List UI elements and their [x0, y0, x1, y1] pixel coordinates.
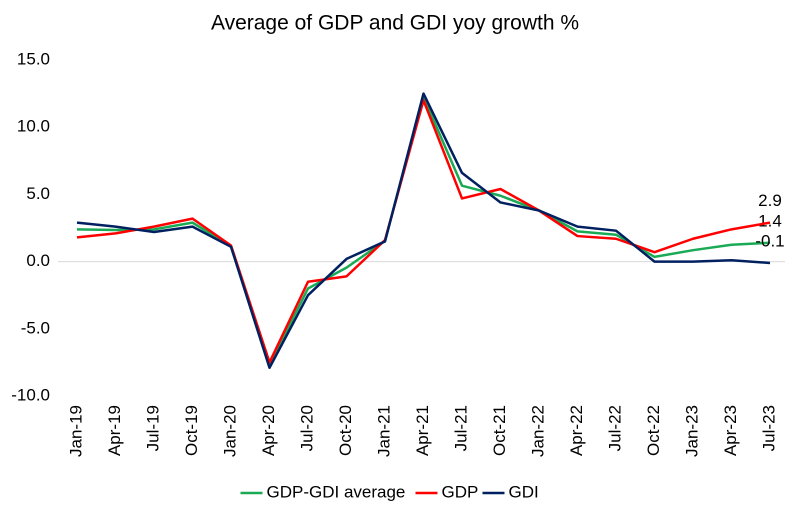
data-label: -0.1: [755, 231, 784, 250]
x-tick-label: Jul-19: [143, 405, 162, 451]
series-line: [76, 92, 771, 370]
y-tick-label: 5.0: [26, 184, 50, 203]
x-tick-label: Apr-20: [259, 405, 278, 456]
x-tick-label: Jul-23: [759, 405, 778, 451]
legend-label: GDP-GDI average: [267, 482, 406, 501]
y-tick-label: 0.0: [26, 251, 50, 270]
x-tick-label: Oct-21: [490, 405, 509, 456]
x-tick-label: Jan-19: [66, 405, 85, 457]
x-tick-label: Apr-19: [105, 405, 124, 456]
x-tick-label: Jul-20: [297, 405, 316, 451]
x-tick-label: Jan-20: [220, 405, 239, 457]
x-tick-label: Apr-23: [721, 405, 740, 456]
legend: GDP-GDI average GDP GDI: [240, 482, 539, 501]
x-tick-label: Oct-20: [336, 405, 355, 456]
legend-label: GDI: [509, 482, 539, 501]
y-tick-label: -10.0: [11, 385, 50, 404]
x-tick-label: Apr-22: [567, 405, 586, 456]
series-line: [76, 95, 771, 367]
y-tick-label: 10.0: [17, 117, 50, 136]
x-tick-label: Jul-22: [605, 405, 624, 451]
x-tick-label: Jul-21: [451, 405, 470, 451]
chart-title: Average of GDP and GDI yoy growth %: [211, 12, 579, 35]
series-line: [76, 99, 771, 364]
y-tick-label: -5.0: [21, 318, 50, 337]
y-tick-label: 15.0: [17, 49, 50, 68]
x-tick-label: Oct-22: [644, 405, 663, 456]
data-label: 2.9: [758, 191, 782, 210]
data-label: 1.4: [758, 211, 782, 230]
x-tick-label: Oct-19: [182, 405, 201, 456]
x-tick-label: Jan-21: [374, 405, 393, 457]
x-tick-label: Apr-21: [413, 405, 432, 456]
legend-label: GDP: [442, 482, 479, 501]
x-tick-label: Jan-23: [682, 405, 701, 457]
x-tick-label: Jan-22: [528, 405, 547, 457]
